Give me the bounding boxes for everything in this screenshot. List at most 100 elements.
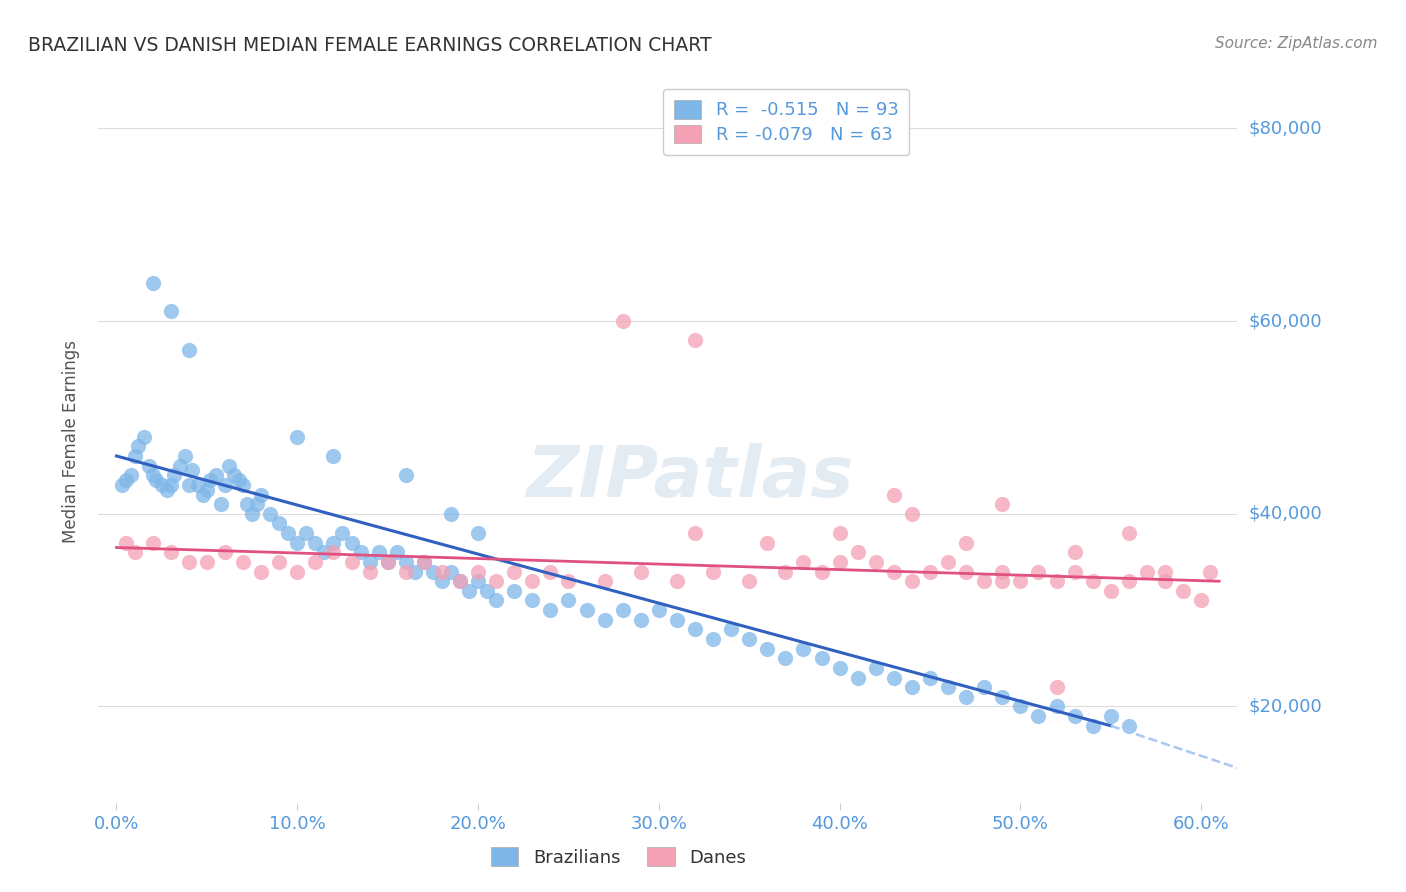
Point bbox=[174, 449, 197, 463]
Point bbox=[792, 555, 814, 569]
Point bbox=[593, 613, 616, 627]
Text: $20,000: $20,000 bbox=[1249, 698, 1322, 715]
Point bbox=[991, 574, 1014, 589]
Point bbox=[1081, 574, 1104, 589]
Point bbox=[412, 555, 434, 569]
Legend: R =  -0.515   N = 93, R = -0.079   N = 63: R = -0.515 N = 93, R = -0.079 N = 63 bbox=[664, 89, 910, 155]
Point bbox=[228, 473, 250, 487]
Point bbox=[422, 565, 444, 579]
Point bbox=[1063, 565, 1085, 579]
Point bbox=[269, 555, 291, 569]
Point bbox=[593, 574, 616, 589]
Point bbox=[918, 671, 941, 685]
Point bbox=[1118, 526, 1140, 541]
Point bbox=[214, 478, 236, 492]
Point bbox=[720, 623, 742, 637]
Point bbox=[648, 603, 671, 617]
Point bbox=[314, 545, 336, 559]
Point bbox=[181, 463, 204, 477]
Point bbox=[269, 516, 291, 531]
Point bbox=[865, 661, 887, 675]
Point bbox=[124, 545, 146, 559]
Point bbox=[127, 439, 149, 453]
Point bbox=[612, 603, 634, 617]
Point bbox=[440, 565, 463, 579]
Point bbox=[250, 487, 273, 501]
Point bbox=[1063, 709, 1085, 723]
Point bbox=[295, 526, 318, 541]
Point bbox=[259, 507, 281, 521]
Point bbox=[991, 497, 1014, 511]
Point bbox=[883, 565, 905, 579]
Point bbox=[973, 680, 995, 694]
Point bbox=[440, 507, 463, 521]
Point bbox=[449, 574, 471, 589]
Text: ZIPatlas: ZIPatlas bbox=[527, 443, 855, 512]
Point bbox=[169, 458, 191, 473]
Point bbox=[1154, 574, 1177, 589]
Point bbox=[936, 555, 959, 569]
Point bbox=[792, 641, 814, 656]
Point bbox=[214, 545, 236, 559]
Text: BRAZILIAN VS DANISH MEDIAN FEMALE EARNINGS CORRELATION CHART: BRAZILIAN VS DANISH MEDIAN FEMALE EARNIN… bbox=[28, 36, 711, 54]
Point bbox=[756, 535, 779, 549]
Point bbox=[114, 535, 136, 549]
Point bbox=[756, 641, 779, 656]
Point bbox=[367, 545, 389, 559]
Point bbox=[177, 555, 200, 569]
Point bbox=[285, 535, 308, 549]
Point bbox=[114, 473, 136, 487]
Point bbox=[557, 593, 579, 607]
Point bbox=[883, 487, 905, 501]
Point bbox=[991, 565, 1014, 579]
Point bbox=[124, 449, 146, 463]
Point bbox=[485, 593, 508, 607]
Point bbox=[1063, 545, 1085, 559]
Point bbox=[475, 583, 498, 598]
Point bbox=[277, 526, 299, 541]
Point bbox=[738, 632, 761, 646]
Point bbox=[557, 574, 579, 589]
Point bbox=[385, 545, 408, 559]
Point bbox=[1099, 583, 1122, 598]
Point bbox=[359, 555, 381, 569]
Legend: Brazilians, Danes: Brazilians, Danes bbox=[484, 840, 754, 874]
Point bbox=[973, 574, 995, 589]
Point bbox=[485, 574, 508, 589]
Point bbox=[1099, 709, 1122, 723]
Point bbox=[322, 535, 344, 549]
Point bbox=[775, 651, 797, 665]
Y-axis label: Median Female Earnings: Median Female Earnings bbox=[62, 340, 80, 543]
Point bbox=[683, 623, 706, 637]
Point bbox=[395, 555, 418, 569]
Point bbox=[132, 430, 155, 444]
Point bbox=[846, 671, 869, 685]
Point bbox=[738, 574, 761, 589]
Point bbox=[883, 671, 905, 685]
Point bbox=[1010, 574, 1032, 589]
Point bbox=[1045, 699, 1067, 714]
Point bbox=[340, 555, 363, 569]
Point bbox=[503, 583, 526, 598]
Point bbox=[304, 555, 326, 569]
Point bbox=[359, 565, 381, 579]
Point bbox=[193, 487, 215, 501]
Point bbox=[111, 478, 134, 492]
Point bbox=[377, 555, 399, 569]
Point bbox=[665, 613, 688, 627]
Point bbox=[702, 632, 724, 646]
Point bbox=[142, 468, 165, 483]
Point bbox=[665, 574, 688, 589]
Point bbox=[232, 555, 254, 569]
Point bbox=[901, 574, 924, 589]
Point bbox=[218, 458, 240, 473]
Point bbox=[575, 603, 598, 617]
Point bbox=[1118, 719, 1140, 733]
Point bbox=[1045, 680, 1067, 694]
Text: Source: ZipAtlas.com: Source: ZipAtlas.com bbox=[1215, 36, 1378, 51]
Point bbox=[177, 478, 200, 492]
Text: $60,000: $60,000 bbox=[1249, 312, 1322, 330]
Point bbox=[142, 276, 165, 290]
Point bbox=[430, 565, 453, 579]
Point bbox=[918, 565, 941, 579]
